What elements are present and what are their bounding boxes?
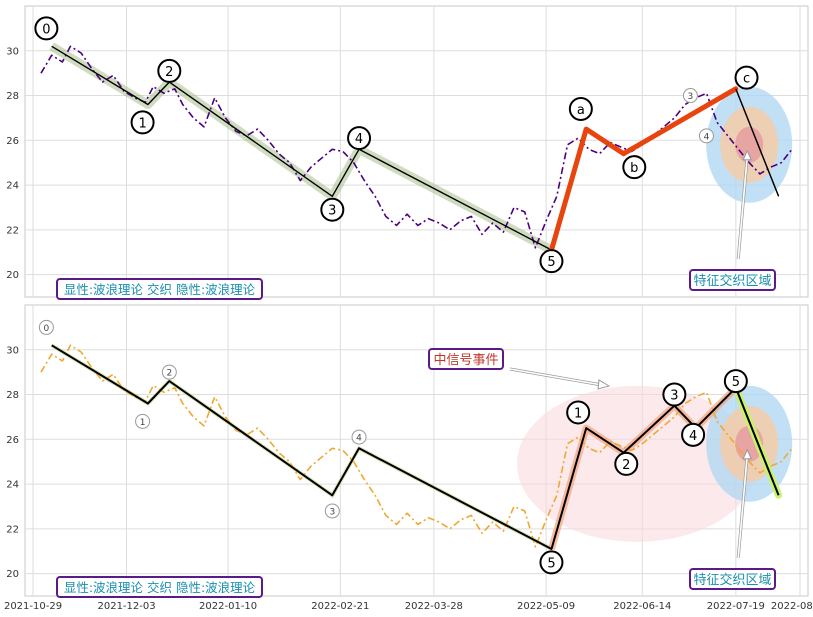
wave-label: 3 — [329, 507, 335, 517]
event-arrow-head — [597, 379, 611, 390]
price-line — [40, 344, 793, 548]
zone-arrow-shaft-inner — [737, 156, 749, 260]
wave-label-circle — [34, 16, 59, 41]
wave-label-circle — [734, 65, 759, 90]
x-tick-label: 2021-10-29 — [4, 601, 62, 612]
x-tick-label: 2022-03-28 — [405, 601, 463, 612]
zone-label: 特征交织区域 — [693, 273, 771, 289]
wave-label: 3 — [670, 389, 678, 404]
wave-label: a — [577, 103, 585, 118]
method-label: 显性:波浪理论 交织 隐性:波浪理论 — [64, 282, 256, 297]
x-tick-label: 2022-01-10 — [199, 601, 257, 612]
wave-label: 0 — [42, 22, 50, 37]
wave-label: c — [743, 72, 750, 87]
y-tick-label: 30 — [6, 46, 19, 57]
wave-label: 5 — [547, 556, 555, 571]
wave-label: 1 — [140, 418, 146, 428]
wave-label: 5 — [732, 375, 740, 390]
wave-label: 3 — [688, 92, 694, 102]
y-tick-label: 22 — [6, 524, 19, 535]
method-label: 显性:波浪理论 交织 隐性:波浪理论 — [64, 580, 256, 595]
wave-label: 2 — [165, 65, 173, 80]
wave-label-circle — [622, 155, 647, 180]
wave-label: 3 — [328, 204, 336, 219]
wave-label: 4 — [355, 132, 363, 147]
method-label-box — [56, 576, 263, 598]
wave-highlight-line — [549, 86, 739, 253]
wave-label-circle — [566, 400, 591, 425]
y-tick-label: 26 — [6, 136, 19, 147]
x-tick-label: 2022-07-19 — [707, 601, 765, 612]
wave-label-circle — [698, 128, 714, 144]
plot-area — [24, 5, 809, 298]
wave-label-circle — [351, 429, 367, 445]
wave-label-circle — [130, 110, 155, 135]
zone-arrow-head — [742, 448, 752, 460]
zone-arrow-shaft-inner — [737, 455, 749, 559]
event-arrow-shaft-inner — [509, 368, 603, 386]
wave-label-circle — [723, 369, 748, 394]
wave-label: 1 — [138, 116, 146, 131]
wave-label: 4 — [356, 434, 362, 444]
y-tick-label: 22 — [6, 225, 19, 236]
zone-label: 特征交织区域 — [693, 572, 771, 588]
x-tick-label: 2022-05-09 — [517, 601, 575, 612]
x-tick-label: 2022-08-12 — [771, 601, 813, 612]
wave-label-circle — [682, 88, 698, 104]
wave-label-circle — [614, 451, 639, 476]
wave-label: 5 — [547, 255, 555, 270]
wave-label-circle — [539, 550, 564, 575]
y-tick-label: 24 — [6, 181, 19, 192]
wave-label-circle — [568, 96, 593, 121]
wave-label: 4 — [689, 429, 697, 444]
wave-label-circle — [38, 319, 54, 335]
event-label: 中信号事件 — [433, 353, 498, 368]
wave-label: 0 — [44, 324, 50, 334]
method-label-box — [56, 278, 263, 300]
wave-label-circle — [539, 249, 564, 274]
y-tick-label: 24 — [6, 480, 19, 491]
x-tick-label: 2022-06-14 — [613, 601, 671, 612]
x-tick-label: 2021-12-03 — [97, 601, 155, 612]
wave-label: b — [630, 161, 638, 176]
wave-label-circle — [161, 364, 177, 380]
wave-label: 2 — [166, 369, 172, 379]
wave-label: 1 — [574, 406, 582, 421]
y-tick-label: 30 — [6, 345, 19, 356]
wave-line — [51, 344, 780, 550]
wave-label-circle — [662, 382, 687, 407]
wave-label: 2 — [622, 458, 630, 473]
x-tick-label: 2022-02-21 — [311, 601, 369, 612]
wave-tail-line — [735, 88, 780, 197]
wave-label-circle — [324, 503, 340, 519]
y-tick-label: 26 — [6, 435, 19, 446]
y-tick-label: 20 — [6, 569, 19, 580]
price-line — [40, 45, 793, 249]
zone-label-box — [689, 269, 776, 291]
wave-label-circle — [135, 413, 151, 429]
wave-label-circle — [681, 422, 706, 447]
wave-label-circle — [347, 126, 372, 151]
wave-label-circle — [320, 197, 345, 222]
zone-arrow-head — [742, 149, 752, 161]
wave-label: 4 — [704, 132, 710, 142]
y-tick-label: 20 — [6, 270, 19, 281]
y-tick-label: 28 — [6, 91, 19, 102]
wave-label-circle — [157, 58, 182, 83]
zone-label-box — [689, 568, 776, 590]
y-tick-label: 28 — [6, 390, 19, 401]
event-label-box — [428, 348, 504, 370]
